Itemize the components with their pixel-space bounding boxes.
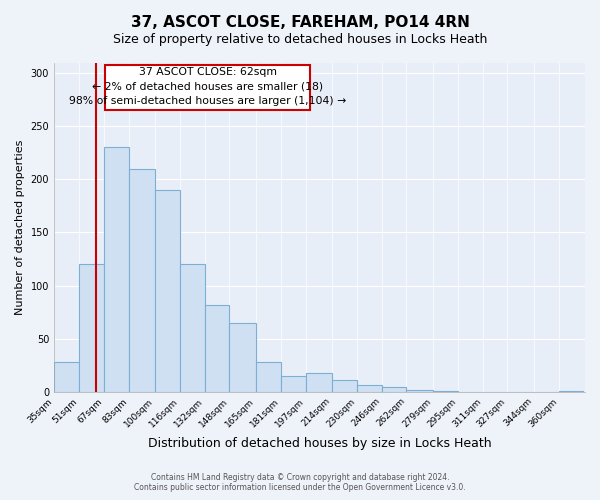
Bar xyxy=(128,168,155,392)
Bar xyxy=(332,380,357,392)
Bar xyxy=(104,148,128,392)
Text: 37, ASCOT CLOSE, FAREHAM, PO14 4RN: 37, ASCOT CLOSE, FAREHAM, PO14 4RN xyxy=(131,15,469,30)
Bar xyxy=(305,372,332,392)
Bar xyxy=(357,386,382,392)
Bar xyxy=(180,264,205,392)
Bar xyxy=(229,322,256,392)
Text: Size of property relative to detached houses in Locks Heath: Size of property relative to detached ho… xyxy=(113,32,487,46)
Y-axis label: Number of detached properties: Number of detached properties xyxy=(15,140,25,315)
X-axis label: Distribution of detached houses by size in Locks Heath: Distribution of detached houses by size … xyxy=(148,437,491,450)
Bar xyxy=(79,264,104,392)
Bar xyxy=(54,362,79,392)
Bar xyxy=(559,390,583,392)
Text: 37 ASCOT CLOSE: 62sqm
← 2% of detached houses are smaller (18)
98% of semi-detac: 37 ASCOT CLOSE: 62sqm ← 2% of detached h… xyxy=(69,67,346,106)
Bar xyxy=(382,388,406,392)
Text: Contains HM Land Registry data © Crown copyright and database right 2024.
Contai: Contains HM Land Registry data © Crown c… xyxy=(134,473,466,492)
Bar xyxy=(205,304,229,392)
FancyBboxPatch shape xyxy=(105,64,310,110)
Bar xyxy=(256,362,281,392)
Bar xyxy=(406,390,433,392)
Bar xyxy=(433,390,458,392)
Bar xyxy=(281,376,305,392)
Bar xyxy=(155,190,180,392)
